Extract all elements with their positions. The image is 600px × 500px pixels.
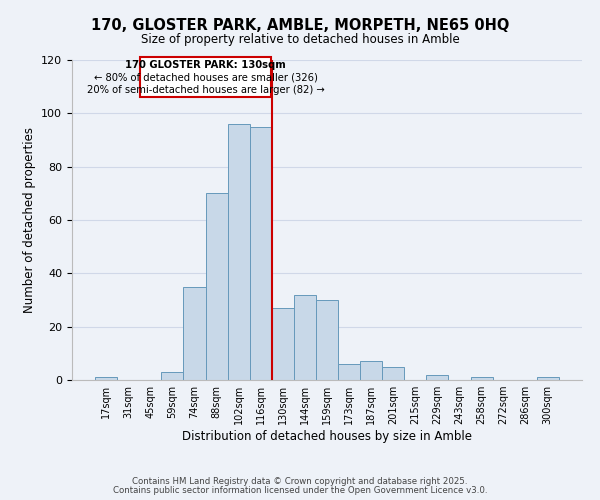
Bar <box>184 286 206 380</box>
Bar <box>360 362 382 380</box>
Bar <box>470 378 493 380</box>
X-axis label: Distribution of detached houses by size in Amble: Distribution of detached houses by size … <box>182 430 472 443</box>
Bar <box>427 374 448 380</box>
Text: ← 80% of detached houses are smaller (326): ← 80% of detached houses are smaller (32… <box>94 73 317 83</box>
Bar <box>227 124 250 380</box>
Bar <box>537 378 559 380</box>
Bar <box>338 364 360 380</box>
Y-axis label: Number of detached properties: Number of detached properties <box>23 127 35 313</box>
Bar <box>316 300 338 380</box>
Bar <box>206 194 227 380</box>
Bar <box>161 372 184 380</box>
Text: 20% of semi-detached houses are larger (82) →: 20% of semi-detached houses are larger (… <box>86 86 325 96</box>
Text: Contains public sector information licensed under the Open Government Licence v3: Contains public sector information licen… <box>113 486 487 495</box>
Bar <box>95 378 117 380</box>
Bar <box>272 308 294 380</box>
Text: 170, GLOSTER PARK, AMBLE, MORPETH, NE65 0HQ: 170, GLOSTER PARK, AMBLE, MORPETH, NE65 … <box>91 18 509 32</box>
Bar <box>250 126 272 380</box>
Text: 170 GLOSTER PARK: 130sqm: 170 GLOSTER PARK: 130sqm <box>125 60 286 70</box>
FancyBboxPatch shape <box>140 58 271 98</box>
Bar <box>294 294 316 380</box>
Text: Size of property relative to detached houses in Amble: Size of property relative to detached ho… <box>140 32 460 46</box>
Text: Contains HM Land Registry data © Crown copyright and database right 2025.: Contains HM Land Registry data © Crown c… <box>132 478 468 486</box>
Bar <box>382 366 404 380</box>
